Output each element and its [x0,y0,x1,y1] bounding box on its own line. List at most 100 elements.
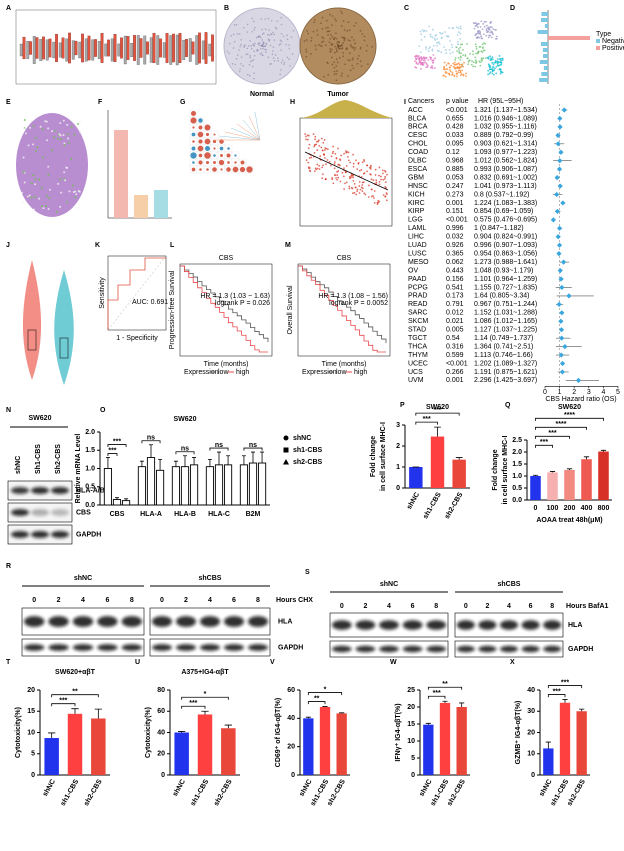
spot [74,196,77,199]
blot-frame [454,640,564,658]
umap-dot [485,29,488,32]
texture [366,44,369,47]
hr-point [557,267,563,274]
texture [327,30,330,33]
box [71,40,75,60]
spot [32,208,35,211]
box [107,39,110,57]
blot-band [200,644,220,651]
cancer-label: DLBC [408,158,427,165]
point [352,174,355,177]
significance-label: ns [147,435,155,442]
spot [56,137,59,140]
panel-label: D [510,5,515,12]
p-value: 0.996 [446,225,464,232]
umap-dot [420,68,422,70]
spot [34,150,37,153]
umap-dot [496,60,499,63]
panel-label: A [6,5,11,12]
hr-label: 0.967 (0.751~1.244) [474,301,537,308]
bar [430,436,445,488]
point [362,158,365,161]
significance-label: * [324,686,327,693]
label: GAPDH [568,646,593,653]
umap-dot [418,61,421,64]
hr-label: 1.64 (0.805~3.34) [474,293,529,300]
spot [30,182,33,185]
hr-label: 1.321 (1.137~1.534) [474,107,537,114]
texture [330,24,333,26]
corr [234,161,237,164]
texture [351,64,354,67]
spot [23,127,26,130]
spot [36,146,39,149]
bar [319,707,331,775]
label: 4 [507,603,511,610]
texture [336,42,339,45]
point [352,192,354,194]
y-tick-label: 1.0 [512,473,522,480]
blot-band [72,644,94,651]
texture [306,29,309,32]
texture [333,36,336,39]
texture [261,33,264,35]
umap-dot [445,52,448,55]
spot [70,126,73,129]
label: 8 [130,597,134,604]
spot [46,139,49,142]
error-bar [459,702,465,707]
corr [212,167,217,172]
umap-dot [459,32,462,35]
blot-band [426,620,447,630]
corr [219,146,224,151]
point [327,148,329,151]
umap-dot [501,71,504,74]
y-tick-label: 40 [287,715,295,722]
texture [342,20,345,22]
umap-dot [457,56,460,59]
point [320,137,323,140]
umap-dot [422,62,424,64]
blot-band [31,509,49,516]
umap-dot [487,56,490,59]
point [370,188,373,191]
umap-dot [459,37,461,40]
umap-dot [475,33,477,36]
bar [543,748,554,775]
p-value: 0.033 [446,132,464,139]
box [32,36,36,64]
umap-dot [459,25,462,28]
point [343,188,346,190]
umap-dot [495,37,498,40]
point [380,178,382,181]
umap-dot [483,49,486,52]
texture [337,44,340,47]
bar [543,54,548,58]
hr-label: 1.093 (0.977~1.223) [474,149,537,156]
texture [363,35,366,38]
box [146,41,149,55]
texture [252,43,255,45]
spot [75,193,78,196]
bar [112,499,122,506]
texture [239,45,242,48]
texture [243,26,245,29]
point [319,155,322,158]
umap-dot [479,61,482,64]
label: low [336,369,347,376]
spot [47,173,50,176]
spot [26,195,29,198]
blot-band [97,616,118,627]
umap-dot [461,43,464,46]
significance-label: *** [433,690,441,697]
label: Positive [602,45,624,52]
significance-bracket [415,421,438,425]
texture [274,26,277,29]
spot [66,123,69,126]
spot [22,171,25,174]
umap-dot [469,53,471,55]
significance-bracket [547,685,583,689]
point [346,155,349,158]
point [324,157,326,159]
error-bar [545,741,551,749]
